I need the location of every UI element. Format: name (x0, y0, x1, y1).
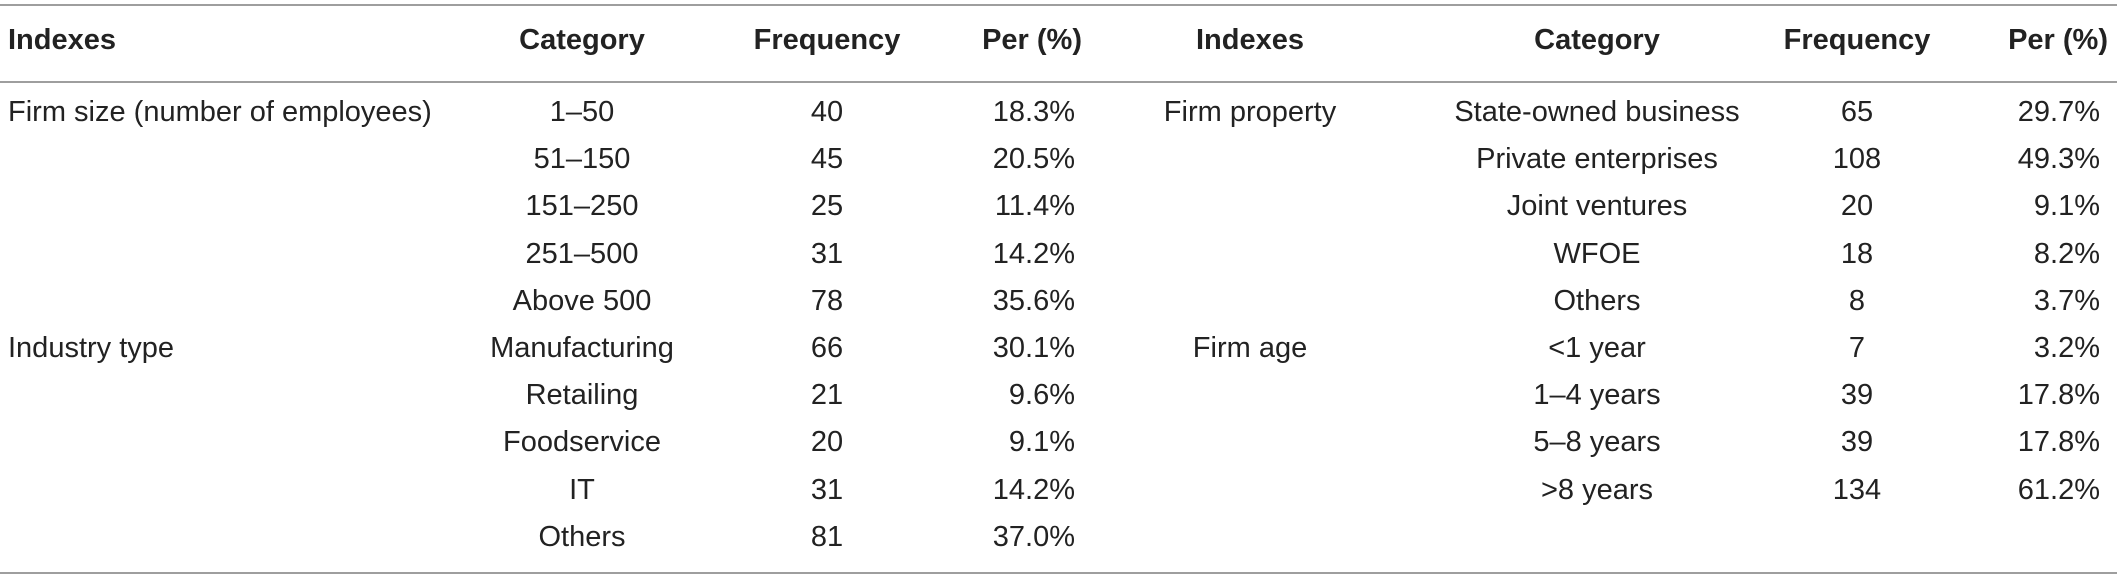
left-per-cell: 9.6% (1008, 379, 1075, 411)
left-frequency-cell: 21 (810, 379, 844, 411)
left-frequency-cell: 25 (810, 190, 844, 222)
right-per-cell: 17.8% (2017, 426, 2100, 458)
header-per: Per (%) (2008, 24, 2108, 56)
left-per-cell: 37.0% (992, 521, 1075, 553)
left-category-cell: 251–500 (525, 238, 639, 270)
left-category-cell: IT (569, 474, 595, 506)
left-per-cell: 30.1% (992, 332, 1075, 364)
right-frequency-cell: 39 (1840, 426, 1874, 458)
right-frequency-cell: 134 (1832, 474, 1882, 506)
right-per-cell: 17.8% (2017, 379, 2100, 411)
header-per: Per (%) (982, 24, 1082, 56)
left-per-cell: 11.4% (994, 190, 1075, 222)
right-per-cell: 3.2% (2033, 332, 2100, 364)
right-index-cell: Firm age (1192, 332, 1308, 364)
right-frequency-cell: 39 (1840, 379, 1874, 411)
left-per-cell: 14.2% (992, 238, 1075, 270)
left-frequency-cell: 31 (810, 474, 844, 506)
right-per-cell: 29.7% (2017, 96, 2100, 128)
right-category-cell: Others (1553, 285, 1641, 317)
header-category: Category (519, 24, 645, 56)
right-frequency-cell: 65 (1840, 96, 1874, 128)
left-category-cell: Above 500 (512, 285, 652, 317)
left-frequency-cell: 40 (810, 96, 844, 128)
right-category-cell: >8 years (1540, 474, 1654, 506)
left-per-cell: 20.5% (992, 143, 1075, 175)
right-per-cell: 3.7% (2033, 285, 2100, 317)
left-index-cell: Industry type (8, 332, 175, 364)
table-top-rule (0, 4, 2117, 6)
left-category-cell: Retailing (525, 379, 639, 411)
header-frequency: Frequency (1783, 24, 1931, 56)
right-category-cell: 5–8 years (1533, 426, 1661, 458)
right-category-cell: 1–4 years (1533, 379, 1661, 411)
left-frequency-cell: 66 (810, 332, 844, 364)
right-frequency-cell: 108 (1832, 143, 1882, 175)
left-category-cell: Others (538, 521, 626, 553)
left-per-cell: 9.1% (1008, 426, 1075, 458)
table-bottom-rule (0, 572, 2117, 574)
right-frequency-cell: 20 (1840, 190, 1874, 222)
left-per-cell: 35.6% (992, 285, 1075, 317)
right-category-cell: State-owned business (1454, 96, 1740, 128)
left-index-cell: Firm size (number of employees) (8, 96, 432, 128)
header-indexes: Indexes (1196, 24, 1304, 56)
left-frequency-cell: 31 (810, 238, 844, 270)
left-per-cell: 14.2% (992, 474, 1075, 506)
right-category-cell: <1 year (1548, 332, 1646, 364)
right-frequency-cell: 7 (1848, 332, 1866, 364)
left-frequency-cell: 81 (810, 521, 844, 553)
left-category-cell: 151–250 (525, 190, 639, 222)
header-indexes: Indexes (8, 24, 116, 56)
right-frequency-cell: 8 (1848, 285, 1866, 317)
left-frequency-cell: 20 (810, 426, 844, 458)
right-per-cell: 8.2% (2033, 238, 2100, 270)
left-category-cell: Foodservice (503, 426, 661, 458)
left-category-cell: Manufacturing (490, 332, 674, 364)
header-frequency: Frequency (753, 24, 901, 56)
right-category-cell: Private enterprises (1476, 143, 1718, 175)
right-frequency-cell: 18 (1840, 238, 1874, 270)
right-index-cell: Firm property (1163, 96, 1337, 128)
right-category-cell: WFOE (1553, 238, 1641, 270)
right-per-cell: 49.3% (2017, 143, 2100, 175)
left-frequency-cell: 78 (810, 285, 844, 317)
table-header-rule (0, 81, 2117, 83)
right-category-cell: Joint ventures (1506, 190, 1688, 222)
left-category-cell: 1–50 (549, 96, 615, 128)
right-per-cell: 61.2% (2017, 474, 2100, 506)
left-per-cell: 18.3% (992, 96, 1075, 128)
right-per-cell: 9.1% (2033, 190, 2100, 222)
header-category: Category (1534, 24, 1660, 56)
left-frequency-cell: 45 (810, 143, 844, 175)
left-category-cell: 51–150 (533, 143, 631, 175)
